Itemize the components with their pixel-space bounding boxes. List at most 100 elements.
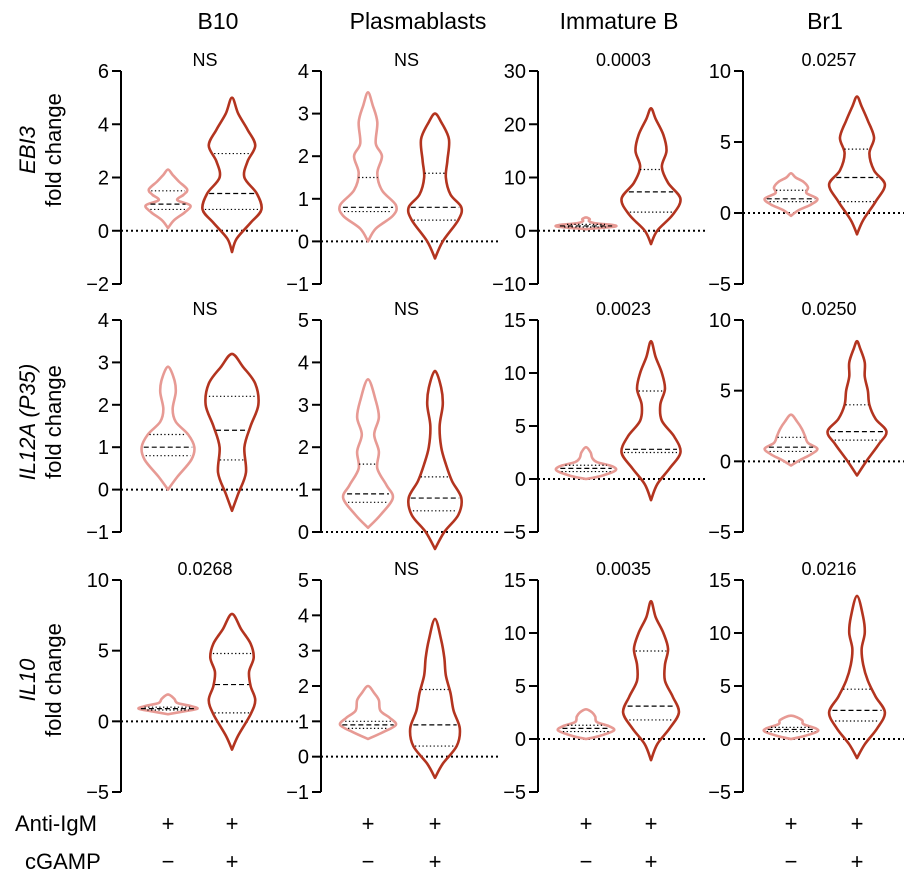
row-label-il10-fold-change: fold change [41,623,66,737]
y-tick-label: 2 [98,395,109,417]
y-tick-label: 5 [515,676,526,698]
y-tick-label: 3 [298,641,309,663]
column-title-br1: Br1 [807,8,843,34]
panel-b10-row-0: −2 0 2 4 6 NS [86,50,300,296]
panel-plasmablasts-row-1: 0 1 2 3 4 5 NS [298,299,500,551]
stat-label: 0.0023 [596,299,651,319]
panel-b10-row-1: −1 0 1 2 3 4 NS [86,299,300,544]
y-tick-label: 10 [504,623,526,645]
cgamp-sign: − [362,849,375,874]
y-tick-label: −5 [503,522,526,544]
y-tick-label: 0 [720,203,731,225]
y-tick-label: 0 [298,522,309,544]
violin-cgamp [620,339,682,502]
y-tick-label: 5 [515,416,526,438]
y-tick-label: 10 [709,623,731,645]
y-tick-label: 6 [98,61,109,83]
cgamp-sign: + [851,849,864,874]
violin-cgamp [207,612,257,751]
violin-control [556,708,616,741]
stat-label: 0.0250 [801,299,856,319]
column-title-immature-b: Immature B [560,8,679,34]
panel-immature-b-row-1: −5 0 5 10 15 0.0023 [503,299,705,544]
anti-igm-sign: + [162,811,175,836]
panel-br1-row-1: −5 0 5 10 0.0250 [708,299,904,544]
y-tick-label: 10 [709,310,731,332]
stat-label: NS [394,299,419,319]
y-tick-label: 15 [504,570,526,592]
y-tick-label: −1 [286,274,309,296]
panel-immature-b-row-2: −5 0 5 10 15 0.0035 [503,559,705,804]
y-tick-label: 10 [87,570,109,592]
violin-cgamp [408,617,462,780]
violin-control [554,216,618,231]
row-label-ebi3-fold-change: fold change [41,93,66,207]
y-tick-label: 5 [298,310,309,332]
anti-igm-sign: + [851,811,864,836]
y-tick-label: 4 [98,310,109,332]
row-label-il12a-fold-change: fold change [41,365,66,479]
row-label-ebi3-gene: EBI3 [15,125,40,173]
violin-cgamp [201,96,263,254]
stat-label: 0.0257 [801,50,856,70]
violin-control [144,168,192,230]
panel-br1-row-2: −5 0 5 10 15 0.0216 [708,559,904,804]
stat-label: 0.0268 [177,559,232,579]
y-tick-label: 0 [515,469,526,491]
y-tick-label: 15 [709,570,731,592]
anti-igm-sign: + [362,811,375,836]
y-tick-label: 1 [298,480,309,502]
y-tick-label: 2 [298,437,309,459]
cgamp-sign: + [645,849,658,874]
y-tick-label: 0 [98,221,109,243]
panel-immature-b-row-0: −10 0 10 20 30 0.0003 [492,50,705,296]
y-tick-label: 0 [720,451,731,473]
y-tick-label: 1 [298,189,309,211]
y-tick-label: 0 [98,711,109,733]
violin-cgamp [826,339,888,477]
y-tick-label: 2 [98,168,109,190]
y-tick-label: 4 [298,352,309,374]
violin-cgamp [407,369,463,551]
y-tick-label: 0 [515,729,526,751]
violin-cgamp [406,112,464,260]
y-tick-label: −1 [286,782,309,804]
y-tick-label: −10 [492,274,526,296]
row-label-il12a-suffix: (P35) [15,364,40,424]
cgamp-sign: − [162,849,175,874]
y-tick-label: 5 [720,381,731,403]
y-tick-label: 5 [720,132,731,154]
y-tick-label: 10 [504,363,526,385]
cgamp-sign: − [785,849,798,874]
stat-label: 0.0003 [596,50,651,70]
y-tick-label: 3 [98,352,109,374]
panel-br1-row-0: −5 0 5 10 0.0257 [708,50,904,296]
cgamp-sign: + [226,849,239,874]
y-tick-label: 0 [515,221,526,243]
y-tick-label: 0 [298,747,309,769]
y-tick-label: 1 [98,437,109,459]
stat-label: 0.0216 [801,559,856,579]
violin-cgamp [204,352,260,513]
y-tick-label: 10 [504,168,526,190]
panel-plasmablasts-row-2: −1 0 1 2 3 4 5 NS [286,559,500,804]
y-tick-label: 5 [98,641,109,663]
y-tick-label: 3 [298,104,309,126]
violin-control [338,684,398,741]
y-tick-label: −5 [708,782,731,804]
violin-control [140,365,196,491]
violin-control [554,445,618,481]
stat-label: 0.0035 [596,559,651,579]
violin-control [341,378,395,530]
anti-igm-sign: + [429,811,442,836]
cgamp-sign: + [429,849,442,874]
anti-igm-sign: + [226,811,239,836]
anti-igm-sign: + [580,811,593,836]
condition-label-cgamp: cGAMP [25,849,101,874]
violin-cgamp [827,594,887,760]
y-tick-label: −2 [86,274,109,296]
stat-label: NS [192,50,217,70]
condition-legend: Anti-IgM cGAMP + + + + + + + + − + − + −… [15,811,863,874]
violin-cgamp [621,599,681,762]
y-tick-label: 1 [298,711,309,733]
